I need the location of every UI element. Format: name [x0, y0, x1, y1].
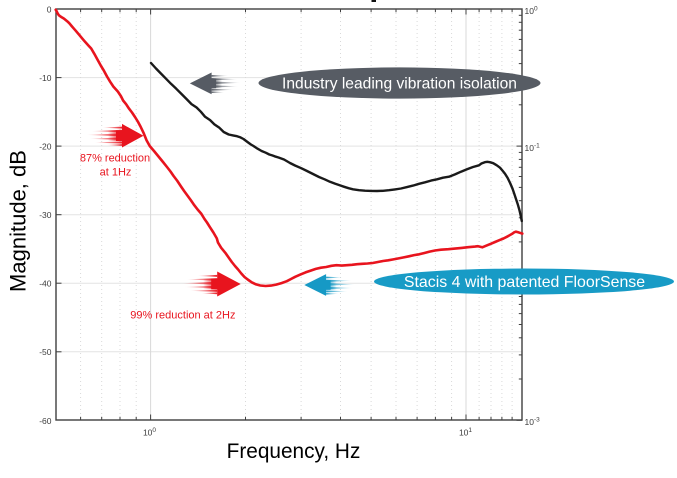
svg-text:99% reduction at 2Hz: 99% reduction at 2Hz: [130, 310, 235, 322]
svg-text:Stacis 4 with patented FloorSe: Stacis 4 with patented FloorSense: [404, 274, 645, 291]
svg-text:-50: -50: [39, 347, 52, 357]
svg-text:101: 101: [459, 427, 472, 438]
svg-text:-60: -60: [39, 416, 52, 426]
svg-text:-10: -10: [39, 73, 52, 83]
svg-text:100: 100: [143, 427, 156, 438]
svg-text:-40: -40: [39, 279, 52, 289]
svg-text:at 1Hz: at 1Hz: [100, 166, 132, 178]
svg-text:-20: -20: [39, 142, 52, 152]
svg-text:Frequency, Hz: Frequency, Hz: [227, 440, 361, 463]
svg-text:Magnitude, dB: Magnitude, dB: [6, 150, 31, 292]
svg-text:0: 0: [47, 5, 52, 15]
svg-text:Industry leading vibration iso: Industry leading vibration isolation: [282, 75, 517, 92]
svg-text:-30: -30: [39, 210, 52, 220]
svg-text:87% reduction: 87% reduction: [80, 152, 150, 164]
svg-text:10-3: 10-3: [525, 417, 541, 428]
svg-text:10-1: 10-1: [525, 143, 541, 154]
svg-text:100: 100: [525, 6, 538, 17]
